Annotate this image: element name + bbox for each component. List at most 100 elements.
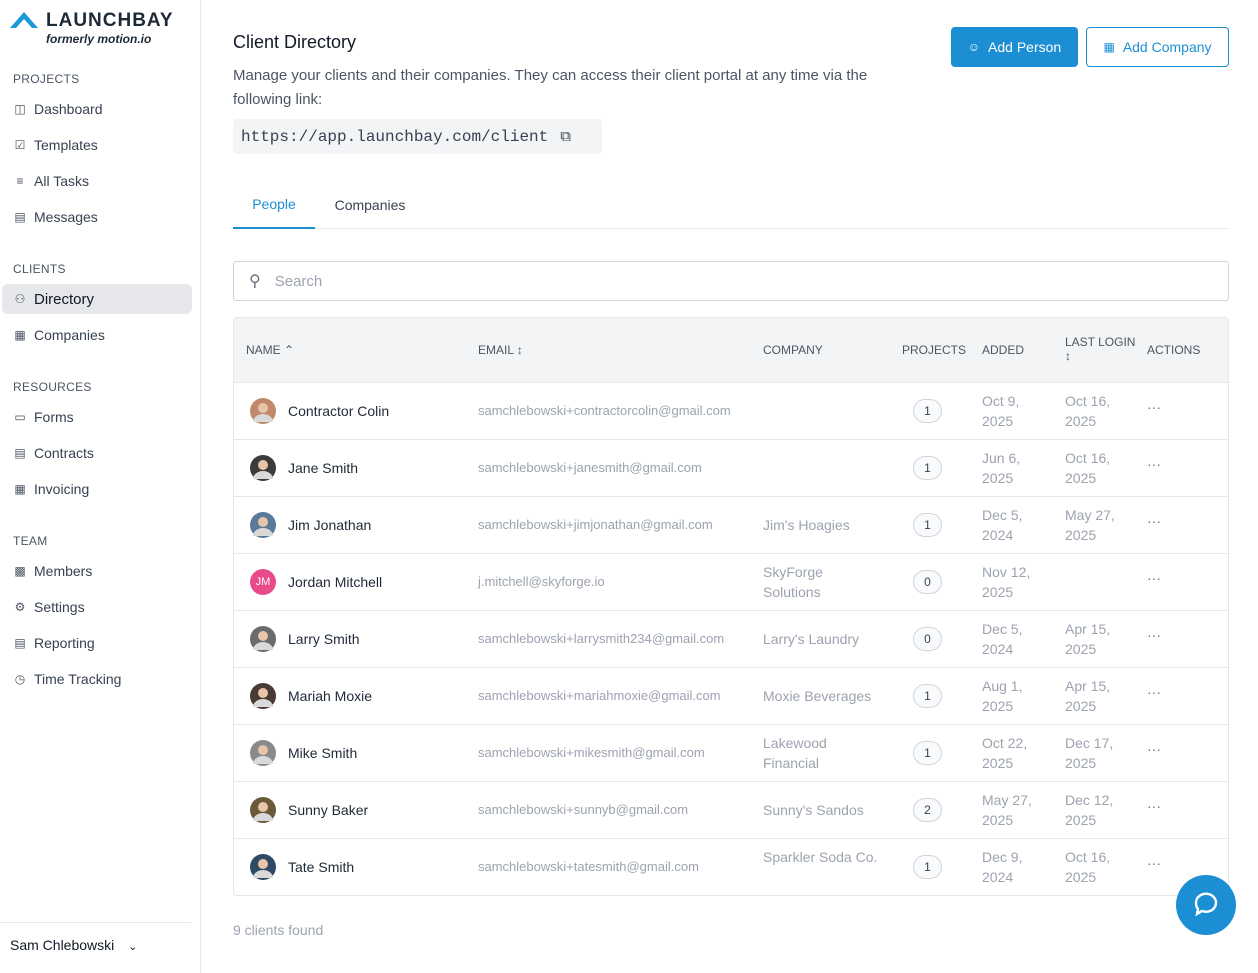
page-title: Client Directory bbox=[233, 32, 357, 52]
client-name[interactable]: Mike Smith bbox=[288, 745, 358, 761]
search-input[interactable]: ⚲ Search bbox=[233, 261, 1229, 301]
client-name[interactable]: Mariah Moxie bbox=[288, 688, 373, 704]
avatar bbox=[250, 854, 276, 880]
more-actions-icon[interactable]: ··· bbox=[1147, 684, 1161, 700]
sidebar-item-label: Templates bbox=[34, 137, 98, 153]
sidebar-item-members[interactable]: ▩ Members bbox=[2, 556, 192, 586]
user-menu[interactable]: Sam Chlebowski ⌄ bbox=[0, 922, 191, 967]
client-name[interactable]: Tate Smith bbox=[288, 859, 355, 875]
sidebar-item-templates[interactable]: ☑ Templates bbox=[2, 130, 192, 160]
client-name[interactable]: Jordan Mitchell bbox=[288, 574, 383, 590]
projects-count-badge: 1 bbox=[913, 684, 942, 708]
table-row[interactable]: Sunny Baker samchlebowski+sunnyb@gmail.c… bbox=[234, 782, 1228, 839]
more-actions-icon[interactable]: ··· bbox=[1147, 570, 1161, 586]
dashboard-icon: ◫ bbox=[14, 102, 26, 116]
user-name: Sam Chlebowski bbox=[10, 937, 115, 953]
table-row[interactable]: Mike Smith samchlebowski+mikesmith@gmail… bbox=[234, 725, 1228, 782]
projects-count-badge: 1 bbox=[913, 741, 942, 765]
chat-icon bbox=[1194, 892, 1218, 917]
sidebar-item-directory[interactable]: ⚇ Directory bbox=[2, 284, 192, 314]
last-login-date: May 27, 2025 bbox=[1065, 507, 1115, 543]
sidebar-item-reporting[interactable]: ▤ Reporting bbox=[2, 628, 192, 658]
invoice-icon: ▦ bbox=[14, 482, 26, 496]
sidebar-item-forms[interactable]: ▭ Forms bbox=[2, 402, 192, 432]
table-row[interactable]: JM Jordan Mitchell j.mitchell@skyforge.i… bbox=[234, 554, 1228, 611]
client-company: Jim's Hoagies bbox=[763, 517, 850, 533]
projects-count-badge: 1 bbox=[913, 456, 942, 480]
column-added: ADDED bbox=[982, 343, 1025, 357]
more-actions-icon[interactable]: ··· bbox=[1147, 855, 1161, 871]
clipboard-icon: ☑ bbox=[14, 138, 26, 152]
last-login-date: Oct 16, 2025 bbox=[1065, 849, 1111, 885]
add-company-label: Add Company bbox=[1122, 39, 1212, 55]
table-row[interactable]: Jane Smith samchlebowski+janesmith@gmail… bbox=[234, 440, 1228, 497]
sidebar-item-companies[interactable]: ▦ Companies bbox=[2, 320, 192, 350]
client-name[interactable]: Jim Jonathan bbox=[288, 517, 372, 533]
more-actions-icon[interactable]: ··· bbox=[1147, 798, 1161, 814]
client-company: Sunny's Sandos bbox=[763, 802, 864, 818]
column-last-login[interactable]: LAST LOGIN ↕ bbox=[1065, 335, 1136, 363]
avatar bbox=[250, 797, 276, 823]
last-login-date: Apr 15, 2025 bbox=[1065, 678, 1111, 714]
added-date: May 27, 2025 bbox=[982, 792, 1032, 828]
client-name[interactable]: Contractor Colin bbox=[288, 403, 390, 419]
sidebar-item-invoicing[interactable]: ▦ Invoicing bbox=[2, 474, 192, 504]
sidebar-item-label: Invoicing bbox=[34, 481, 90, 497]
table-row[interactable]: Larry Smith samchlebowski+larrysmith234@… bbox=[234, 611, 1228, 668]
column-name[interactable]: NAME ⌃ bbox=[246, 343, 295, 357]
sidebar: LAUNCHBAY formerly motion.io PROJECTS ◫ Da… bbox=[0, 0, 201, 973]
more-actions-icon[interactable]: ··· bbox=[1147, 456, 1161, 472]
last-login-date: Dec 12, 2025 bbox=[1065, 792, 1114, 828]
client-company: Sparkler Soda Co. bbox=[763, 849, 878, 865]
avatar: JM bbox=[250, 569, 276, 595]
more-actions-icon[interactable]: ··· bbox=[1147, 741, 1161, 757]
table-row[interactable]: Jim Jonathan samchlebowski+jimjonathan@g… bbox=[234, 497, 1228, 554]
more-actions-icon[interactable]: ··· bbox=[1147, 399, 1161, 415]
chat-button[interactable] bbox=[1176, 875, 1236, 935]
users-icon: ⚇ bbox=[14, 292, 26, 306]
client-company: Lakewood Financial bbox=[763, 735, 827, 771]
table-row[interactable]: Tate Smith samchlebowski+tatesmith@gmail… bbox=[234, 839, 1228, 895]
projects-count-badge: 1 bbox=[913, 399, 942, 423]
copy-icon[interactable]: ⧉ bbox=[560, 128, 571, 146]
sidebar-item-messages[interactable]: ▤ Messages bbox=[2, 202, 192, 232]
last-login-date: Oct 16, 2025 bbox=[1065, 393, 1111, 429]
sidebar-item-settings[interactable]: ⚙ Settings bbox=[2, 592, 192, 622]
add-person-button[interactable]: ☺ Add Person bbox=[951, 27, 1078, 67]
avatar bbox=[250, 626, 276, 652]
sidebar-item-contracts[interactable]: ▤ Contracts bbox=[2, 438, 192, 468]
portal-link[interactable]: https://app.launchbay.com/client ⧉ bbox=[233, 119, 602, 154]
column-label: EMAIL bbox=[478, 343, 514, 357]
tab-companies[interactable]: Companies bbox=[334, 196, 406, 213]
sidebar-item-time-tracking[interactable]: ◷ Time Tracking bbox=[2, 664, 192, 694]
client-name[interactable]: Jane Smith bbox=[288, 460, 359, 476]
client-name[interactable]: Sunny Baker bbox=[288, 802, 369, 818]
tab-people[interactable]: People bbox=[233, 180, 315, 229]
message-icon: ▤ bbox=[14, 210, 26, 224]
portal-link-text: https://app.launchbay.com/client bbox=[241, 127, 549, 146]
clock-icon: ◷ bbox=[14, 672, 26, 686]
avatar bbox=[250, 398, 276, 424]
section-resources: RESOURCES bbox=[13, 380, 92, 394]
column-company: COMPANY bbox=[763, 343, 823, 357]
more-actions-icon[interactable]: ··· bbox=[1147, 513, 1161, 529]
sidebar-item-label: Members bbox=[34, 563, 93, 579]
column-email[interactable]: EMAIL ↕ bbox=[478, 343, 523, 357]
table-row[interactable]: Mariah Moxie samchlebowski+mariahmoxie@g… bbox=[234, 668, 1228, 725]
sidebar-item-label: Directory bbox=[34, 290, 95, 308]
projects-count-badge: 0 bbox=[913, 570, 942, 594]
tabs: People Companies bbox=[233, 180, 1229, 229]
add-company-button[interactable]: ▦ Add Company bbox=[1086, 27, 1229, 67]
sidebar-item-all-tasks[interactable]: ≡ All Tasks bbox=[2, 166, 192, 196]
sidebar-item-dashboard[interactable]: ◫ Dashboard bbox=[2, 94, 192, 124]
document-icon: ▤ bbox=[14, 446, 26, 460]
client-email: samchlebowski+mikesmith@gmail.com bbox=[478, 745, 705, 760]
added-date: Aug 1, 2025 bbox=[982, 678, 1023, 714]
sidebar-item-label: Messages bbox=[34, 209, 98, 225]
results-count: 9 clients found bbox=[233, 922, 324, 938]
table-row[interactable]: Contractor Colin samchlebowski+contracto… bbox=[234, 383, 1228, 440]
client-name[interactable]: Larry Smith bbox=[288, 631, 360, 647]
section-clients: CLIENTS bbox=[13, 262, 66, 276]
more-actions-icon[interactable]: ··· bbox=[1147, 627, 1161, 643]
projects-count-badge: 1 bbox=[913, 855, 942, 879]
